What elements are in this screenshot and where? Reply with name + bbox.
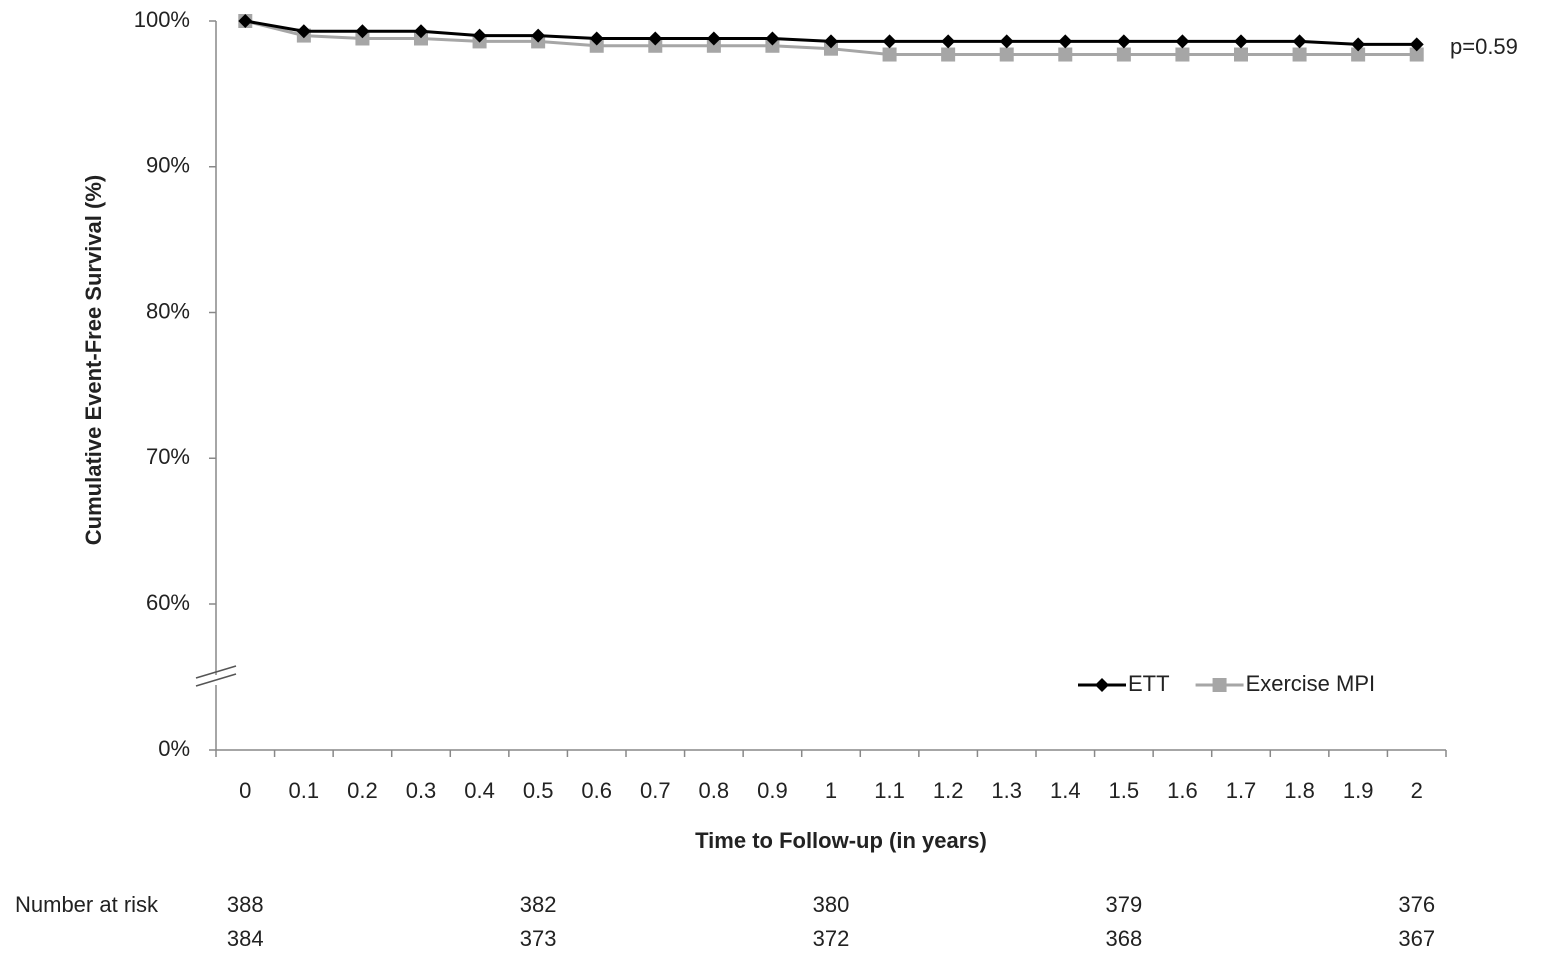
data-point xyxy=(589,38,604,53)
data-point xyxy=(238,14,253,28)
x-tick-label: 1.8 xyxy=(1284,778,1315,803)
data-point xyxy=(1351,37,1366,52)
data-point xyxy=(765,31,780,46)
data-point xyxy=(472,28,487,43)
x-tick-label: 1.1 xyxy=(874,778,905,803)
data-point xyxy=(706,38,721,53)
x-tick-label: 0.2 xyxy=(347,778,378,803)
data-point xyxy=(296,24,311,39)
x-tick-label: 0.9 xyxy=(757,778,788,803)
y-tick-label: 70% xyxy=(146,444,190,469)
legend-label: ETT xyxy=(1128,671,1170,696)
x-tick-label: 1.9 xyxy=(1343,778,1374,803)
y-tick-label: 0% xyxy=(158,736,190,761)
data-point xyxy=(1351,47,1366,62)
data-point xyxy=(1058,47,1073,62)
risk-number: 382 xyxy=(520,892,557,917)
x-tick-label: 1.3 xyxy=(991,778,1022,803)
data-point xyxy=(765,38,780,53)
x-tick-label: 1.2 xyxy=(933,778,964,803)
data-point xyxy=(648,38,663,53)
x-tick-label: 1.4 xyxy=(1050,778,1081,803)
y-tick-label: 90% xyxy=(146,153,190,178)
data-point xyxy=(1234,47,1248,62)
data-point xyxy=(824,34,838,49)
risk-number: 380 xyxy=(813,892,850,917)
risk-number: 384 xyxy=(227,926,264,951)
x-tick-label: 2 xyxy=(1411,778,1423,803)
data-point xyxy=(1175,47,1190,62)
x-tick-label: 1.5 xyxy=(1109,778,1140,803)
risk-number: 372 xyxy=(813,926,850,951)
data-point xyxy=(1116,47,1131,62)
risk-number: 367 xyxy=(1398,926,1435,951)
data-point xyxy=(706,31,721,46)
x-tick-label: 0.3 xyxy=(406,778,437,803)
risk-number: 376 xyxy=(1398,892,1435,917)
data-point xyxy=(414,31,428,46)
data-point xyxy=(941,47,956,62)
risk-table-label: Number at risk xyxy=(15,892,159,917)
axis-break-mark xyxy=(195,665,237,679)
x-tick-label: 0.6 xyxy=(581,778,612,803)
data-point xyxy=(882,34,897,49)
data-point xyxy=(1058,34,1073,49)
data-point xyxy=(414,24,428,39)
risk-number: 388 xyxy=(227,892,264,917)
legend-marker xyxy=(1212,678,1227,692)
x-tick-label: 1 xyxy=(825,778,837,803)
data-point xyxy=(1292,34,1307,49)
legend-marker xyxy=(1095,678,1109,692)
x-tick-label: 0.8 xyxy=(699,778,730,803)
x-tick-label: 1.6 xyxy=(1167,778,1198,803)
y-tick-label: 60% xyxy=(146,590,190,615)
data-point xyxy=(824,41,838,56)
x-tick-label: 0.1 xyxy=(289,778,320,803)
data-point xyxy=(355,24,370,39)
data-point xyxy=(648,31,663,46)
data-point xyxy=(1234,34,1248,49)
y-axis-title: Cumulative Event-Free Survival (%) xyxy=(81,175,106,545)
risk-number: 379 xyxy=(1105,892,1142,917)
data-point xyxy=(355,31,370,46)
y-tick-label: 80% xyxy=(146,298,190,323)
x-axis-title: Time to Follow-up (in years) xyxy=(695,828,987,853)
y-tick-label: 100% xyxy=(134,7,190,32)
x-tick-label: 0.5 xyxy=(523,778,554,803)
data-point xyxy=(1116,34,1131,49)
x-tick-label: 0.4 xyxy=(464,778,495,803)
x-tick-label: 0 xyxy=(239,778,251,803)
x-tick-label: 1.7 xyxy=(1226,778,1257,803)
data-point xyxy=(941,34,956,49)
data-point xyxy=(999,34,1014,49)
x-tick-label: 0.7 xyxy=(640,778,671,803)
risk-number: 373 xyxy=(520,926,557,951)
data-point xyxy=(882,47,897,62)
data-point xyxy=(999,47,1014,62)
data-point xyxy=(589,31,604,46)
p-value: p=0.59 xyxy=(1450,34,1518,59)
legend-label: Exercise MPI xyxy=(1246,671,1376,696)
data-point xyxy=(1409,47,1424,62)
risk-number: 368 xyxy=(1105,926,1142,951)
axis-break-mark xyxy=(195,673,237,687)
data-point xyxy=(1409,37,1424,52)
data-point xyxy=(1175,34,1190,49)
data-point xyxy=(1292,47,1307,62)
data-point xyxy=(531,28,546,43)
